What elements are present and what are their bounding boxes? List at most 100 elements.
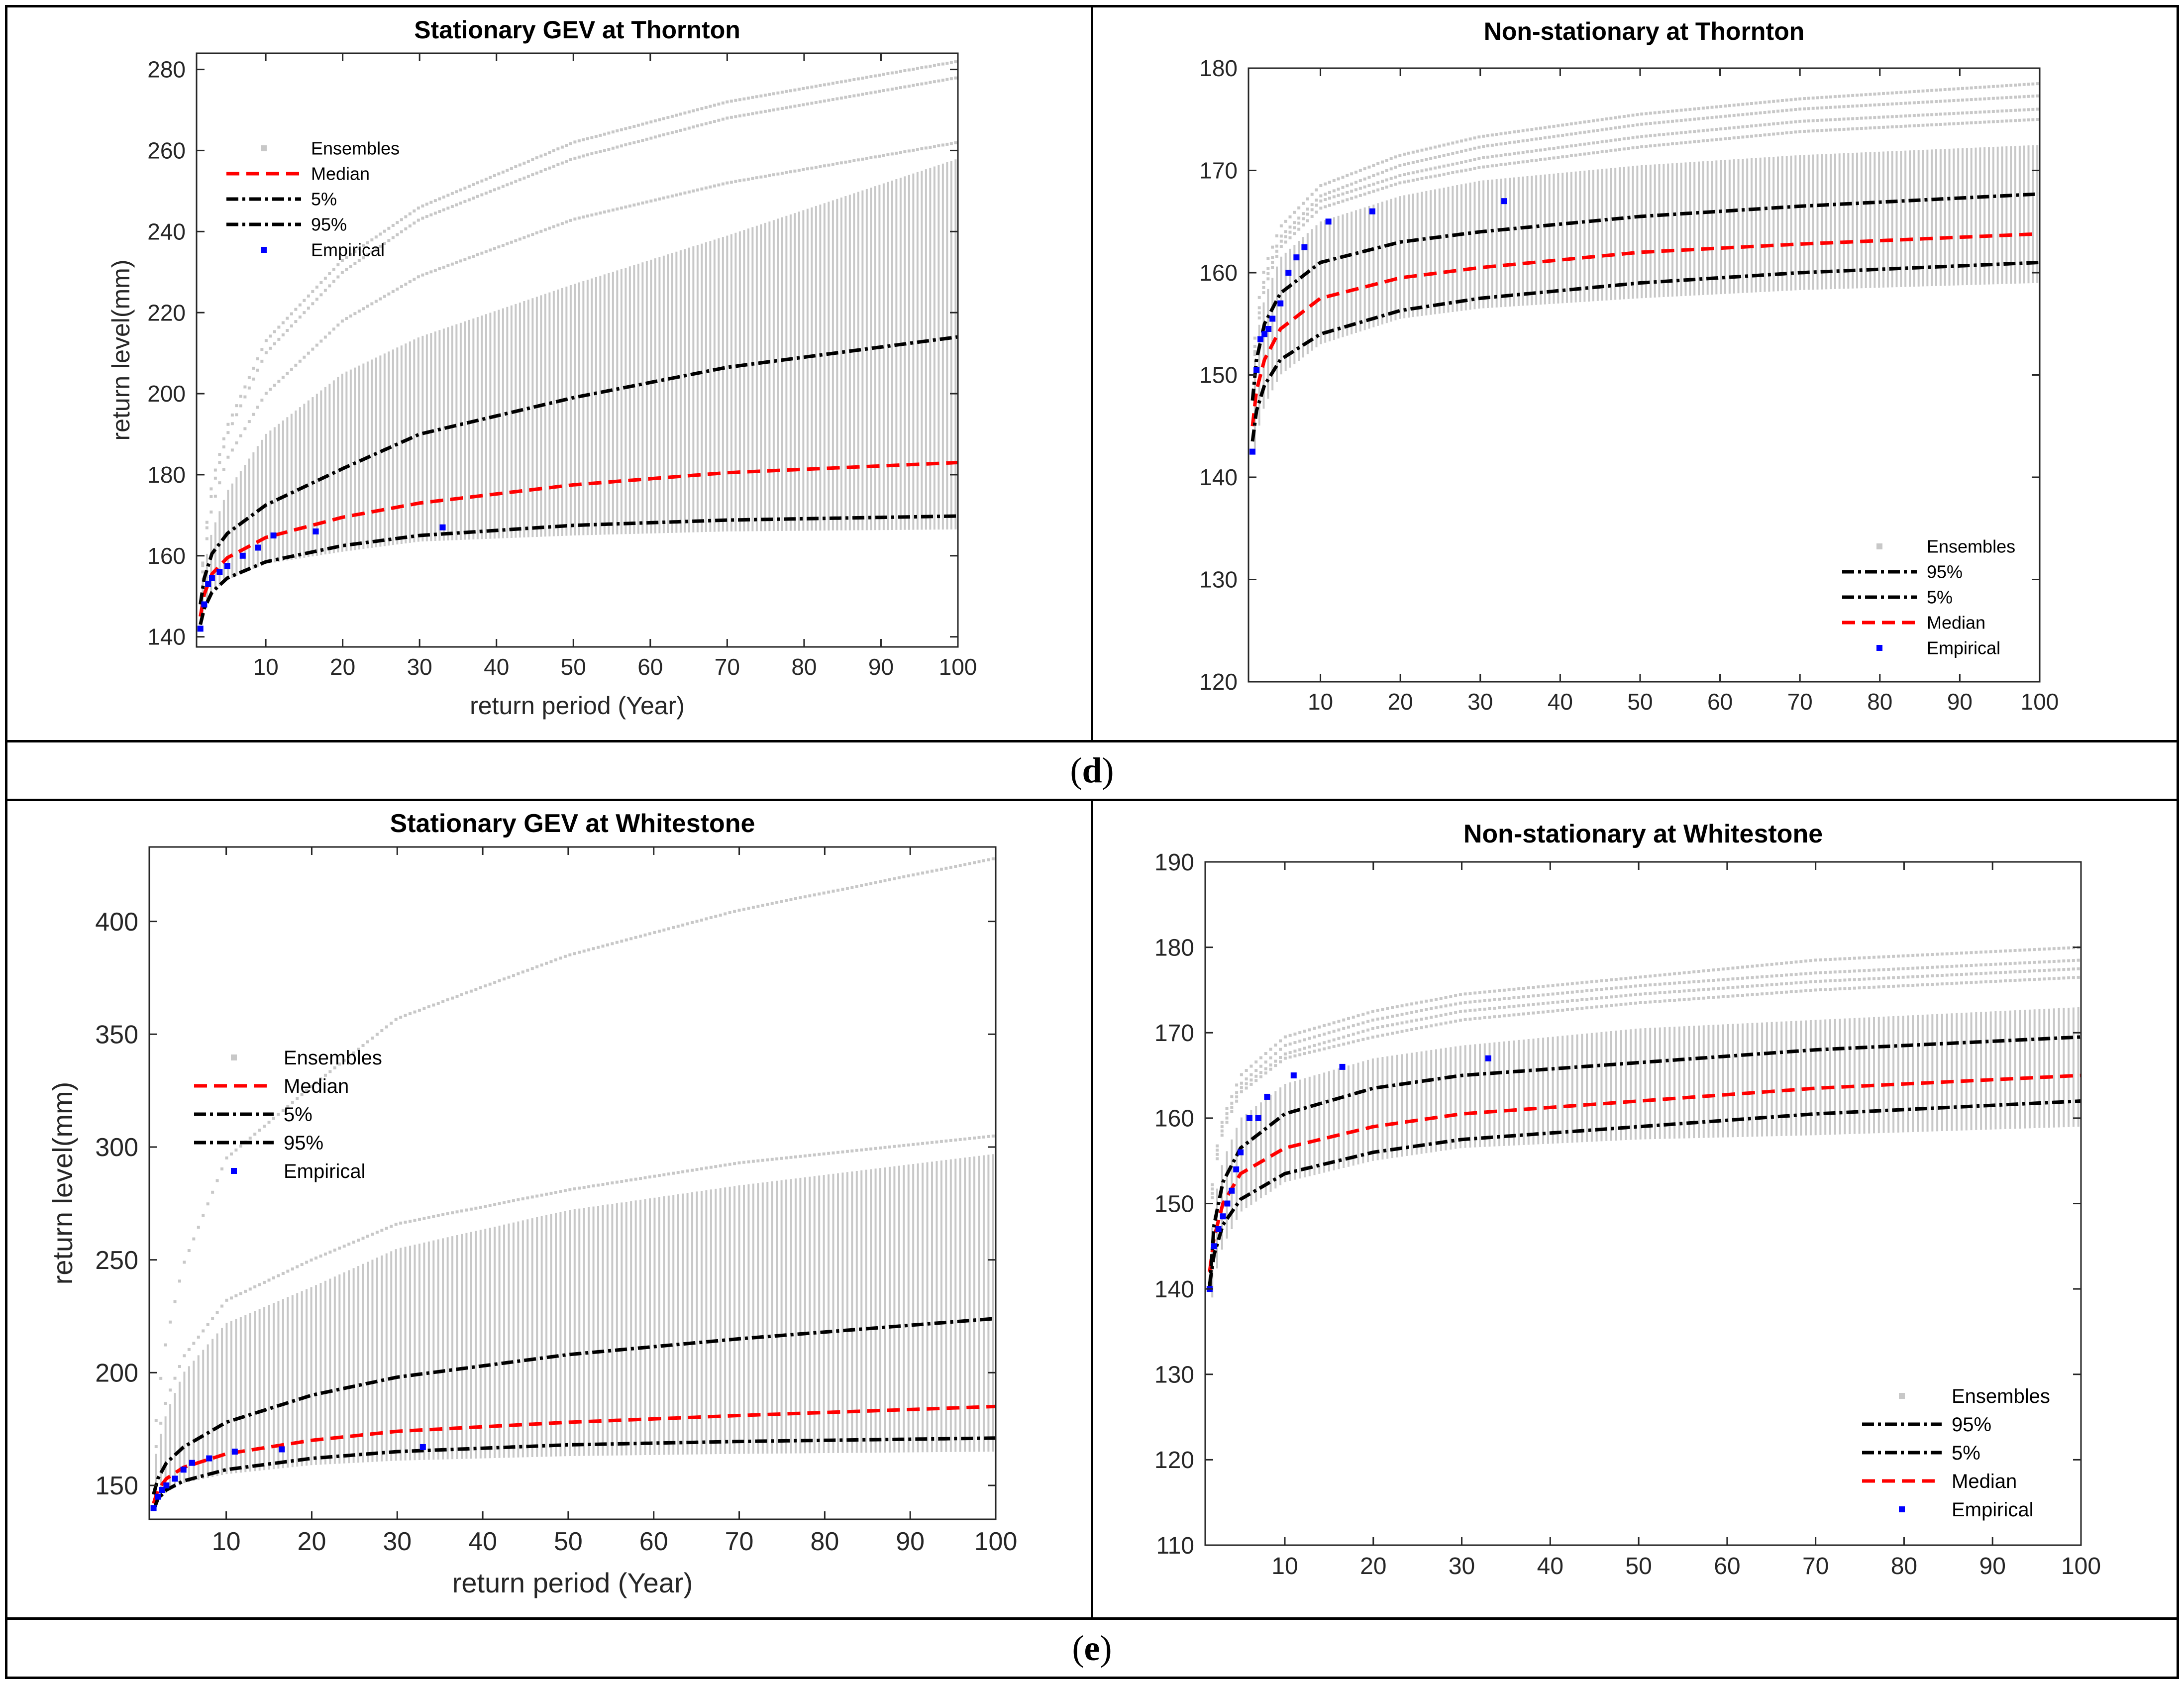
ensemble-point: [1442, 143, 1446, 147]
ensemble-point: [1746, 985, 1749, 988]
ensemble-point: [298, 303, 302, 307]
ensemble-point: [1605, 978, 1608, 982]
ensemble-point: [823, 83, 826, 87]
ensemble-point: [340, 259, 344, 262]
ensemble-point: [530, 967, 534, 970]
legend-label: 95%: [311, 214, 347, 235]
ensemble-point: [1960, 964, 1963, 967]
ensemble-point: [692, 125, 695, 129]
ensemble-point: [1473, 991, 1477, 995]
ensemble-point: [1904, 91, 1907, 94]
ensemble-point: [721, 117, 725, 121]
ensemble-point: [294, 363, 298, 367]
ensemble-point: [314, 1257, 318, 1260]
ensemble-point: [1400, 1021, 1404, 1025]
ensemble-point: [852, 159, 856, 162]
ensemble-point: [451, 996, 454, 1000]
ensemble-point: [484, 192, 488, 195]
empirical-point: [1325, 218, 1332, 225]
ensemble-point: [1308, 1051, 1311, 1054]
ensemble-point: [2004, 979, 2007, 983]
ensemble-point: [700, 1167, 703, 1170]
ensemble-point: [164, 1401, 167, 1405]
ensemble-point: [303, 299, 306, 302]
ensemble-point: [1975, 963, 1978, 967]
ensemble-point: [1994, 949, 1997, 953]
ensemble-point: [1798, 119, 1802, 123]
ensemble-point: [1728, 114, 1731, 117]
ensemble-point: [733, 1162, 736, 1165]
ensemble-point: [2072, 967, 2075, 971]
ensemble-point: [1943, 100, 1947, 103]
ensemble-point: [1715, 138, 1718, 141]
ensemble-point: [611, 1181, 614, 1185]
ensemble-point: [1225, 1112, 1229, 1116]
ensemble-point: [1842, 94, 1846, 98]
ensemble-point: [235, 404, 238, 408]
ensemble-point: [987, 1135, 990, 1138]
ensemble-point: [662, 196, 665, 200]
ensemble-point: [1429, 167, 1433, 171]
ensemble-point: [1687, 989, 1691, 992]
ensemble-point: [526, 234, 530, 238]
ensemble-point: [813, 893, 816, 897]
ensemble-point: [1775, 982, 1778, 986]
ensemble-point: [1936, 982, 1939, 986]
ensemble-point: [1398, 174, 1402, 178]
ensemble-point: [1385, 169, 1388, 172]
ensemble-point: [1596, 141, 1599, 144]
ensemble-point: [2057, 959, 2061, 963]
ensemble-point: [803, 895, 807, 899]
ensemble-point: [683, 111, 687, 115]
ensemble-point: [879, 1146, 882, 1150]
ensemble-point: [479, 986, 482, 989]
ensemble-point: [1853, 978, 1856, 981]
ensemble-point: [1288, 1051, 1292, 1054]
ensemble-point: [535, 965, 539, 968]
ensemble-point: [1240, 1073, 1243, 1076]
ensemble-point: [1843, 970, 1847, 973]
ensemble-point: [1658, 133, 1661, 136]
ensemble-point: [218, 453, 221, 456]
ensemble-point: [1999, 962, 2002, 966]
ensemble-point: [603, 149, 606, 152]
ensemble-point: [1770, 974, 1773, 978]
ensemble-point: [1731, 977, 1735, 981]
ensemble-point: [1332, 195, 1336, 199]
ensemble-point: [1337, 1037, 1341, 1040]
ensemble-point: [662, 133, 665, 136]
ensemble-point: [235, 441, 238, 445]
ensemble-point: [472, 183, 475, 186]
ensemble-point: [1746, 102, 1749, 105]
ensemble-point: [1578, 153, 1582, 156]
ensemble-point: [1746, 993, 1749, 997]
ensemble-point: [1983, 85, 1986, 89]
ensemble-point: [455, 995, 459, 998]
ensemble-point: [1245, 1086, 1248, 1090]
ensemble-point: [1468, 168, 1472, 171]
ensemble-point: [1297, 216, 1301, 220]
y-tick-label: 150: [1154, 1191, 1194, 1217]
ensemble-point: [548, 166, 551, 170]
ensemble-point: [1532, 1011, 1535, 1015]
ensemble-point: [1420, 159, 1424, 162]
ensemble-point: [818, 892, 821, 896]
caption-e: (e): [1072, 1628, 1112, 1668]
ensemble-point: [768, 93, 771, 96]
ensemble-point: [2038, 977, 2041, 981]
ensemble-point: [634, 936, 637, 939]
ensemble-point: [535, 1194, 539, 1198]
ensemble-point: [1701, 116, 1705, 120]
ensemble-point: [2031, 107, 2035, 111]
ensemble-point: [810, 166, 814, 170]
ensemble-point: [582, 1186, 586, 1189]
ensemble-point: [1624, 977, 1628, 980]
ensemble-point: [628, 126, 631, 129]
legend-label: Ensembles: [1927, 536, 2015, 557]
ensemble-point: [1816, 96, 1819, 100]
ensemble-point: [438, 210, 441, 213]
ensemble-point: [503, 1201, 506, 1204]
ensemble-point: [1569, 122, 1573, 125]
ensemble-point: [1609, 127, 1613, 130]
ensemble-point: [1556, 983, 1560, 987]
